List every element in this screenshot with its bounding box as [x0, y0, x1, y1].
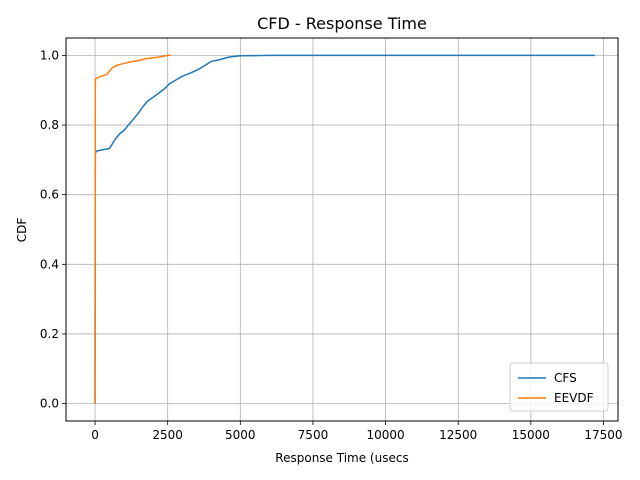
y-tick-label: 0.0 — [40, 397, 59, 411]
series-line-cfs — [94, 54, 595, 404]
x-tick-label: 15000 — [512, 428, 550, 442]
x-tick-label: 0 — [91, 428, 99, 442]
x-tick-label: 17500 — [584, 428, 622, 442]
x-axis-label: Response Time (usecs — [275, 451, 408, 465]
x-tick-label: 5000 — [225, 428, 256, 442]
plot-frame — [65, 37, 619, 422]
legend: CFS EEVDF — [509, 362, 609, 412]
x-tick-label: 7500 — [298, 428, 329, 442]
y-tick-label: 1.0 — [40, 48, 59, 62]
chart-title: CFD - Response Time — [257, 14, 427, 33]
x-tick-label: 10000 — [366, 428, 404, 442]
y-tick-label: 0.4 — [40, 257, 59, 271]
series-line-eevdf — [94, 54, 171, 404]
y-tick-label: 0.6 — [40, 188, 59, 202]
x-tick-label: 12500 — [439, 428, 477, 442]
y-tick-label: 0.2 — [40, 327, 59, 341]
legend-label: CFS — [554, 371, 577, 385]
legend-label: EEVDF — [554, 391, 594, 405]
series-layer — [94, 54, 595, 404]
x-tick-label: 2500 — [152, 428, 183, 442]
legend-box — [509, 362, 609, 412]
y-tick-label: 0.8 — [40, 118, 59, 132]
y-axis-label: CDF — [15, 218, 29, 243]
ticks-layer: 0 2500 5000 7500 10000 12500 15000 17500 0.0 0.2 0… — [40, 48, 623, 442]
